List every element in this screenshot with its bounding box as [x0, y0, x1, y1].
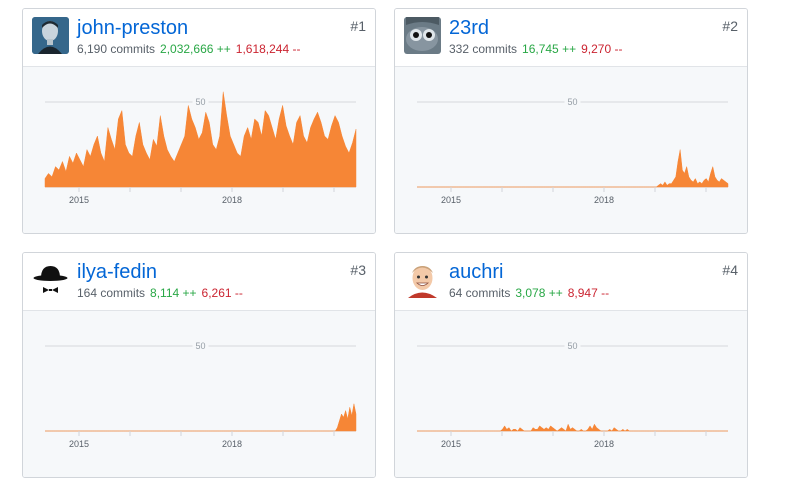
contribution-area	[44, 91, 357, 188]
y-tick-label-bg	[564, 97, 581, 107]
contribution-stats: 6,190 commits 2,032,666 ++ 1,618,244 --	[77, 42, 300, 56]
contributor-card: auchri 64 commits 3,078 ++ 8,947 -- #4 50 2…	[394, 252, 748, 478]
additions-count: 3,078 ++	[515, 286, 563, 300]
contribution-area	[417, 149, 729, 188]
contributor-card: ilya-fedin 164 commits 8,114 ++ 6,261 -- #…	[22, 252, 376, 478]
contribution-chart: 50 2015 2018	[45, 341, 357, 449]
contributor-card: 23rd 332 commits 16,745 ++ 9,270 -- #2 50 2…	[394, 8, 748, 234]
additions-count: 2,032,666 ++	[160, 42, 231, 56]
y-tick-label: 50	[195, 341, 205, 351]
deletions-count: 8,947 --	[567, 286, 610, 300]
commit-count[interactable]: 332 commits	[449, 42, 518, 56]
contribution-area	[417, 423, 728, 432]
rank-badge: #4	[722, 262, 738, 278]
x-tick-label: 2018	[594, 195, 614, 205]
avatar[interactable]	[404, 261, 441, 298]
y-tick-label-bg	[192, 97, 209, 107]
avatar[interactable]	[32, 17, 69, 54]
contributor-header: 23rd 332 commits 16,745 ++ 9,270 -- #2	[395, 9, 747, 67]
cartoon-avatar-icon	[404, 261, 441, 298]
contribution-area	[45, 403, 357, 432]
y-tick-label-bg	[564, 341, 581, 351]
rank-badge: #1	[350, 18, 366, 34]
x-tick-label: 2018	[594, 439, 614, 449]
y-tick-label: 50	[567, 341, 577, 351]
contribution-stats: 332 commits 16,745 ++ 9,270 --	[449, 42, 622, 56]
contributor-card: john-preston 6,190 commits 2,032,666 ++ 1,…	[22, 8, 376, 234]
deletions-count: 1,618,244 --	[235, 42, 301, 56]
contribution-chart-area: 50 2015 2018	[395, 311, 747, 477]
contributor-header: auchri 64 commits 3,078 ++ 8,947 -- #4	[395, 253, 747, 311]
additions-count: 16,745 ++	[522, 42, 577, 56]
x-tick-label: 2015	[69, 195, 89, 205]
username-link[interactable]: 23rd	[449, 17, 490, 39]
hat-avatar-icon	[32, 261, 69, 298]
commit-count[interactable]: 164 commits	[77, 286, 146, 300]
x-tick-label: 2018	[222, 195, 242, 205]
username-link[interactable]: auchri	[449, 261, 504, 283]
y-tick-label-bg	[192, 341, 209, 351]
contribution-chart: 50 2015 2018	[417, 97, 729, 205]
commit-count[interactable]: 6,190 commits	[77, 42, 156, 56]
deletions-count: 6,261 --	[201, 286, 243, 300]
contributor-header: ilya-fedin 164 commits 8,114 ++ 6,261 -- #…	[23, 253, 375, 311]
creature-avatar-icon	[404, 17, 441, 54]
avatar[interactable]	[404, 17, 441, 54]
deletions-count: 9,270 --	[581, 42, 623, 56]
avatar[interactable]	[32, 261, 69, 298]
rank-badge: #3	[350, 262, 366, 278]
x-tick-label: 2018	[222, 439, 242, 449]
rank-badge: #2	[722, 18, 738, 34]
additions-count: 8,114 ++	[150, 286, 197, 300]
contribution-chart-area: 50 2015 2018	[395, 67, 747, 233]
contribution-stats: 164 commits 8,114 ++ 6,261 --	[77, 286, 243, 300]
x-tick-label: 2015	[441, 195, 461, 205]
contribution-chart: 50 2015 2018	[44, 91, 357, 205]
x-tick-label: 2015	[69, 439, 89, 449]
commit-count[interactable]: 64 commits	[449, 286, 511, 300]
y-tick-label: 50	[195, 97, 205, 107]
contributor-header: john-preston 6,190 commits 2,032,666 ++ 1,…	[23, 9, 375, 67]
contribution-chart: 50 2015 2018	[417, 341, 728, 449]
x-tick-label: 2015	[441, 439, 461, 449]
contribution-chart-area: 50 2015 2018	[23, 311, 375, 477]
portrait-avatar-icon	[32, 17, 69, 54]
contribution-stats: 64 commits 3,078 ++ 8,947 --	[449, 286, 609, 300]
y-tick-label: 50	[567, 97, 577, 107]
username-link[interactable]: ilya-fedin	[77, 261, 158, 283]
contribution-chart-area: 50 2015 2018	[23, 67, 375, 233]
username-link[interactable]: john-preston	[77, 17, 189, 39]
